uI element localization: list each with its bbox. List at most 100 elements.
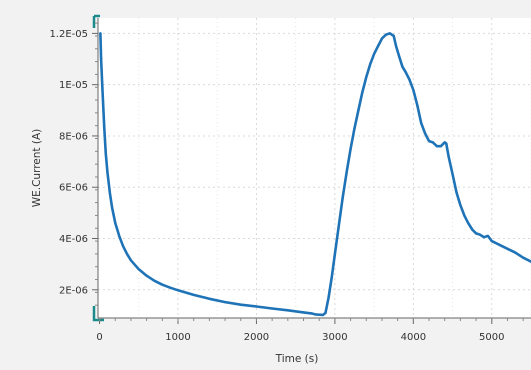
- data-point: [482, 236, 486, 239]
- axis-cursor-bottom: [92, 306, 104, 322]
- data-point: [365, 75, 368, 79]
- data-point: [125, 252, 129, 255]
- data-point: [439, 145, 442, 148]
- data-point: [100, 57, 103, 61]
- data-point: [118, 234, 121, 238]
- data-point: [176, 289, 180, 292]
- data-point: [153, 279, 156, 282]
- data-point: [394, 45, 398, 48]
- data-point: [401, 65, 404, 68]
- data-point: [349, 147, 352, 150]
- data-point: [239, 303, 242, 306]
- data-point: [314, 313, 317, 316]
- axes: [92, 14, 531, 324]
- data-point: [255, 305, 258, 308]
- x-axis-title: Time (s): [275, 353, 319, 365]
- plot-area-background: [98, 18, 531, 318]
- data-point: [106, 170, 109, 173]
- data-point: [161, 283, 164, 286]
- data-point: [286, 309, 289, 312]
- x-tick-label: 4000: [401, 332, 426, 343]
- data-point: [498, 243, 501, 247]
- data-point: [435, 145, 438, 148]
- y-axis-title: WE.Current (A): [31, 129, 43, 208]
- data-point: [373, 52, 376, 55]
- data-point: [431, 141, 435, 144]
- data-point: [416, 104, 419, 107]
- data-point: [357, 109, 360, 112]
- data-point: [490, 239, 493, 243]
- data-point: [208, 297, 211, 300]
- data-point: [327, 296, 330, 299]
- data-point: [137, 268, 140, 271]
- data-point: [451, 173, 454, 176]
- series-line: [99, 32, 531, 317]
- data-point: [408, 78, 411, 81]
- data-point: [447, 155, 450, 158]
- y-tick-label: 2E-06: [59, 285, 88, 296]
- data-point: [388, 32, 391, 35]
- data-point: [424, 132, 427, 135]
- data-point: [471, 228, 474, 231]
- y-tick-label: 4E-06: [59, 234, 88, 245]
- x-tick-label: 0: [96, 332, 102, 343]
- y-tick-label: 1E-05: [59, 80, 88, 91]
- data-point: [322, 313, 325, 317]
- axis-cursor-top: [92, 14, 100, 28]
- data-point: [392, 34, 395, 38]
- data-point: [384, 33, 387, 36]
- x-tick-label: 1000: [165, 332, 190, 343]
- data-point: [333, 252, 336, 255]
- data-point: [506, 247, 509, 250]
- data-point: [330, 275, 333, 279]
- data-point: [380, 37, 384, 40]
- data-point: [376, 45, 380, 48]
- data-point: [302, 311, 305, 314]
- data-point: [443, 141, 446, 144]
- series-lines: [99, 32, 531, 317]
- data-point: [459, 204, 462, 207]
- data-point: [522, 256, 525, 259]
- data-point: [420, 122, 423, 125]
- data-point: [271, 307, 274, 310]
- data-point: [404, 70, 407, 73]
- data-point: [353, 127, 356, 130]
- data-point: [111, 206, 114, 209]
- data-point: [192, 293, 195, 297]
- data-point: [486, 234, 489, 238]
- data-point: [122, 245, 125, 248]
- data-point: [467, 222, 470, 225]
- y-tick-label: 1.2E-05: [49, 29, 88, 40]
- data-point: [478, 233, 482, 236]
- data-point: [108, 191, 111, 194]
- data-point: [337, 224, 340, 227]
- y-tick-label: 6E-06: [59, 183, 88, 194]
- data-point: [455, 191, 458, 194]
- y-tick-label: 8E-06: [59, 131, 88, 142]
- data-point: [361, 91, 364, 94]
- data-point: [129, 259, 133, 262]
- data-point: [514, 251, 517, 254]
- data-point: [463, 214, 466, 217]
- data-point: [474, 232, 478, 235]
- data-point: [398, 55, 401, 58]
- data-point: [223, 301, 227, 304]
- data-point: [445, 142, 448, 145]
- x-tick-label: 3000: [322, 332, 347, 343]
- data-point: [318, 313, 321, 316]
- data-point: [324, 311, 327, 314]
- data-point: [412, 88, 415, 91]
- data-point: [369, 63, 372, 66]
- x-tick-label: 5000: [479, 332, 504, 343]
- data-point: [341, 196, 344, 199]
- data-point: [101, 93, 104, 97]
- data-point: [169, 286, 172, 289]
- tick-labels: 2E-06 4E-06 6E-06 8E-06 1E-05 1.2E-05 0 1000 200…: [49, 29, 504, 343]
- data-point: [310, 312, 313, 315]
- data-point: [104, 152, 107, 155]
- data-point: [114, 222, 117, 225]
- data-point: [345, 170, 348, 173]
- data-point: [99, 32, 102, 35]
